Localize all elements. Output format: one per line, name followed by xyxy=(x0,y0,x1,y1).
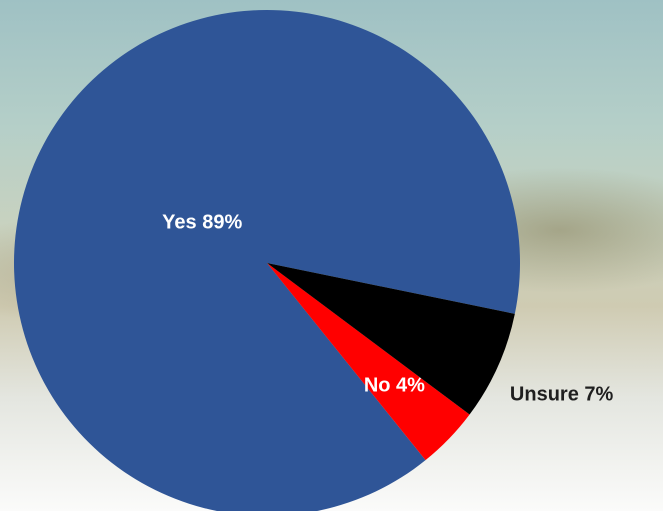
data-label: Yes 89% xyxy=(162,212,242,234)
pie-slice xyxy=(267,263,470,461)
pie-slice xyxy=(14,10,520,511)
data-label: Unsure 7% xyxy=(510,384,614,406)
pie-slice xyxy=(267,263,515,415)
data-label: No 4% xyxy=(364,374,425,396)
